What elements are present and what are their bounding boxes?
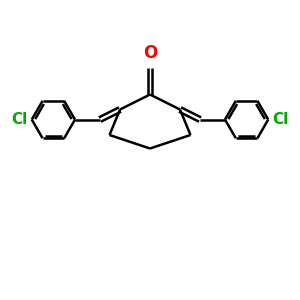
Text: Cl: Cl xyxy=(273,112,289,127)
Text: O: O xyxy=(143,44,157,62)
Text: Cl: Cl xyxy=(11,112,27,127)
